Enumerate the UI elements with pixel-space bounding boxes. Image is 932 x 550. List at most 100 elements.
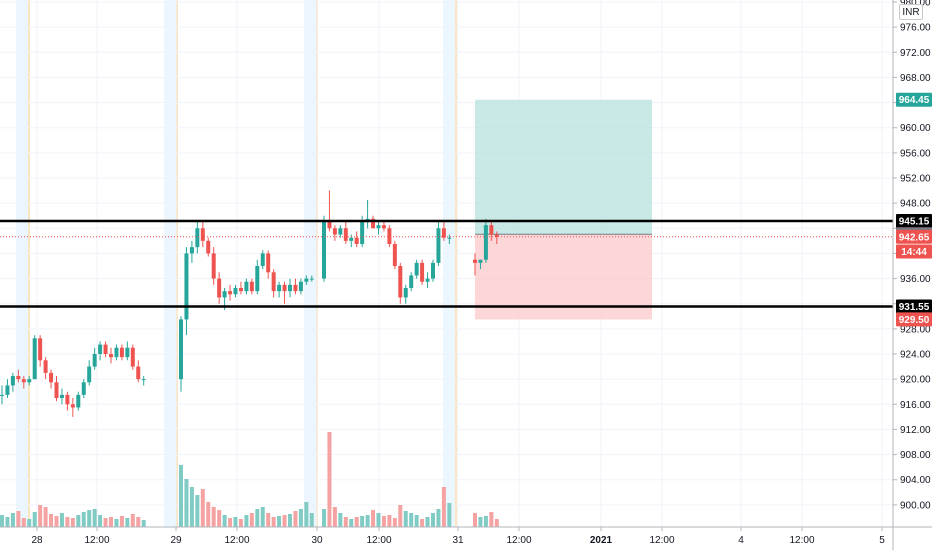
candle-body[interactable]	[109, 354, 113, 358]
candle-body[interactable]	[49, 372, 54, 383]
candle-body[interactable]	[249, 281, 254, 292]
candle-body[interactable]	[200, 228, 205, 241]
candle-body[interactable]	[441, 228, 446, 238]
candle-body[interactable]	[338, 228, 343, 235]
candle-body[interactable]	[392, 244, 397, 266]
candle-body[interactable]	[81, 382, 86, 395]
candle-body[interactable]	[398, 266, 403, 298]
candle-body[interactable]	[376, 225, 381, 229]
time-tick-label[interactable]: 5	[879, 535, 885, 546]
candle-body[interactable]	[255, 266, 260, 292]
candle-body[interactable]	[327, 222, 332, 229]
candle-body[interactable]	[322, 222, 326, 279]
candle-body[interactable]	[260, 253, 265, 266]
price-tick-label[interactable]: 976.00	[900, 23, 931, 34]
candle-body[interactable]	[114, 347, 119, 358]
time-tick-label[interactable]: 12:00	[84, 535, 109, 546]
position-zones[interactable]	[475, 99, 652, 320]
candle-body[interactable]	[431, 262, 435, 279]
candle-body[interactable]	[92, 354, 97, 367]
candle-body[interactable]	[332, 228, 337, 235]
candle-body[interactable]	[65, 394, 70, 405]
candle-body[interactable]	[119, 347, 124, 358]
candle-body[interactable]	[343, 228, 348, 241]
time-tick-label[interactable]: 4	[738, 535, 744, 546]
price-tick-label[interactable]: 928.00	[900, 324, 931, 335]
price-tick-label[interactable]: 968.00	[900, 73, 931, 84]
candle-body[interactable]	[54, 382, 59, 398]
currency-label[interactable]: INR	[899, 4, 923, 20]
candle-body[interactable]	[184, 253, 189, 320]
price-tick-label[interactable]: 908.00	[900, 450, 931, 461]
candle-body[interactable]	[304, 278, 309, 282]
target-zone[interactable]	[475, 99, 652, 235]
time-tick-label[interactable]: 12:00	[506, 535, 531, 546]
time-tick-label[interactable]: 30	[311, 535, 323, 546]
price-tick-label[interactable]: 920.00	[900, 375, 931, 386]
candle-body[interactable]	[494, 234, 499, 237]
candle-body[interactable]	[16, 376, 21, 380]
candle-body[interactable]	[0, 394, 4, 396]
candle-body[interactable]	[228, 291, 233, 295]
price-tick-label[interactable]: 948.00	[900, 199, 931, 210]
candle-body[interactable]	[38, 338, 43, 361]
candle-body[interactable]	[206, 240, 211, 254]
time-tick-label[interactable]: 29	[170, 535, 182, 546]
candle-body[interactable]	[271, 272, 276, 292]
candle-body[interactable]	[70, 404, 75, 408]
candle-body[interactable]	[233, 288, 238, 295]
candle-body[interactable]	[59, 394, 64, 398]
candle-body[interactable]	[282, 284, 287, 292]
candle-body[interactable]	[222, 291, 227, 298]
candle-body[interactable]	[447, 237, 452, 239]
candle-body[interactable]	[27, 379, 32, 383]
candle-body[interactable]	[354, 237, 359, 244]
candle-body[interactable]	[32, 338, 37, 380]
candle-body[interactable]	[43, 360, 48, 373]
price-tick-label[interactable]: 912.00	[900, 425, 931, 436]
candle-body[interactable]	[10, 376, 15, 386]
candle-body[interactable]	[277, 284, 282, 292]
time-tick-label[interactable]: 12:00	[789, 535, 814, 546]
price-tick-label[interactable]: 924.00	[900, 350, 931, 361]
price-tick-label[interactable]: 956.00	[900, 148, 931, 159]
stop-zone[interactable]	[475, 234, 652, 320]
candle-body[interactable]	[244, 281, 249, 292]
candle-body[interactable]	[478, 259, 483, 263]
candle-body[interactable]	[436, 228, 441, 263]
candle-body[interactable]	[103, 344, 108, 354]
candle-body[interactable]	[309, 278, 314, 280]
candle-body[interactable]	[125, 347, 130, 358]
price-tick-label[interactable]: 904.00	[900, 475, 931, 486]
candle-body[interactable]	[403, 288, 408, 298]
time-tick-label[interactable]: 31	[452, 535, 464, 546]
time-tick-label[interactable]: 12:00	[649, 535, 674, 546]
horizontal-levels[interactable]	[0, 219, 893, 308]
candle-body[interactable]	[21, 379, 26, 383]
candle-body[interactable]	[414, 262, 419, 276]
candle-body[interactable]	[136, 366, 141, 380]
time-tick-label[interactable]: 2021	[590, 535, 613, 546]
candle-body[interactable]	[266, 253, 271, 273]
candle-body[interactable]	[5, 385, 10, 395]
candle-body[interactable]	[489, 225, 494, 235]
candle-body[interactable]	[483, 225, 488, 260]
candle-body[interactable]	[211, 253, 216, 279]
candle-body[interactable]	[189, 247, 194, 254]
candle-body[interactable]	[195, 228, 200, 248]
price-tick-label[interactable]: 936.00	[900, 274, 931, 285]
price-tick-label[interactable]: 960.00	[900, 123, 931, 134]
candle-body[interactable]	[381, 225, 386, 229]
candle-body[interactable]	[420, 262, 425, 282]
candle-body[interactable]	[87, 366, 92, 383]
candle-body[interactable]	[179, 319, 183, 380]
candle-body[interactable]	[238, 288, 243, 292]
candle-body[interactable]	[76, 394, 81, 408]
price-tick-label[interactable]: 972.00	[900, 48, 931, 59]
price-tick-label[interactable]: 916.00	[900, 400, 931, 411]
candle-body[interactable]	[473, 259, 477, 263]
candle-body[interactable]	[360, 222, 365, 244]
candle-body[interactable]	[217, 278, 222, 298]
candle-body[interactable]	[371, 218, 376, 229]
